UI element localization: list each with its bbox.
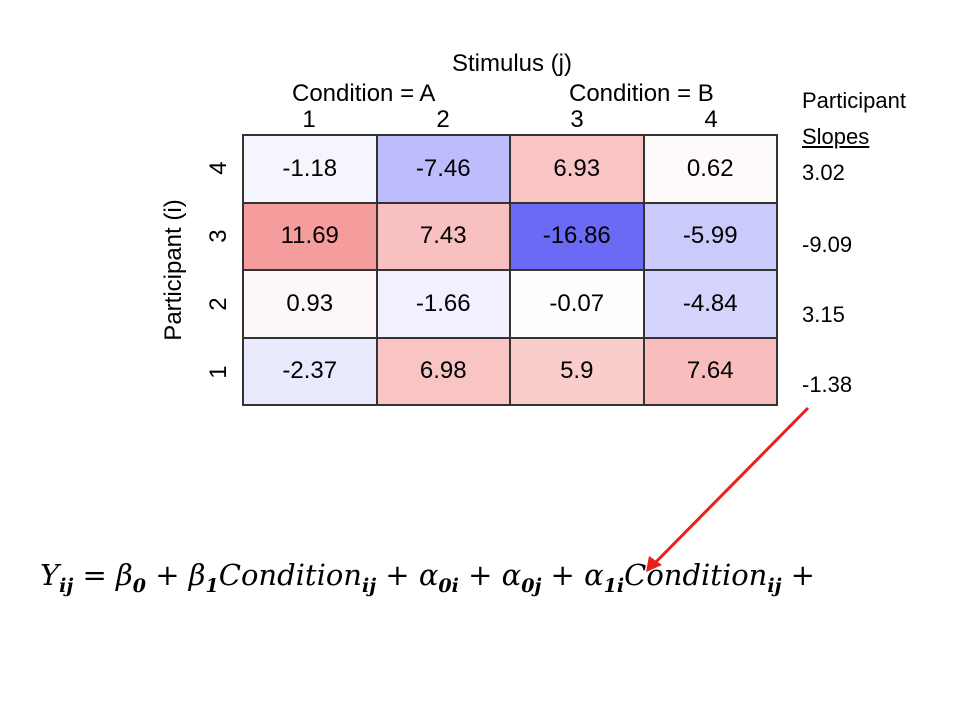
heatmap-cell: -2.37: [243, 337, 377, 405]
slope-value-2: -9.09: [802, 232, 853, 257]
heatmap-grid: -1.18 -7.46 6.93 0.62 11.69 7.43 -16.86 -5.99 0.…: [242, 134, 778, 406]
slope-value-4: -1.38: [802, 372, 853, 397]
eq-condition-1-sub: ij: [361, 574, 377, 597]
condition-b-label: Condition = B: [569, 80, 714, 107]
heatmap-cell: 7.43: [376, 202, 510, 270]
eq-alpha0j-sub: 0j: [521, 574, 542, 597]
eq-alpha1i: α: [584, 558, 604, 592]
eq-beta1: β: [188, 558, 206, 592]
heatmap-cell: -4.84: [643, 270, 777, 338]
eq-plus-2: +: [385, 558, 410, 592]
eq-condition-1: Condition: [218, 558, 362, 592]
eq-beta1-sub: 1: [205, 574, 219, 597]
heatmap-cell: 6.98: [376, 337, 510, 405]
heatmap-cell: -1.66: [376, 270, 510, 338]
heatmap-cell: 5.9: [510, 337, 644, 405]
heatmap-cell: -16.86: [510, 202, 644, 270]
heatmap-cell: 0.62: [643, 135, 777, 203]
eq-alpha1i-sub: 1i: [603, 574, 625, 597]
eq-plus-5: +: [790, 558, 815, 592]
slopes-title-line2: Slopes: [802, 124, 870, 149]
heatmap-cell: 7.64: [643, 337, 777, 405]
x-axis-title: Stimulus (j): [451, 50, 572, 77]
heatmap-cell: -5.99: [643, 202, 777, 270]
eq-beta0-sub: 0: [132, 574, 146, 597]
slope-value-3: 3.15: [802, 302, 845, 327]
eq-condition-2-sub: ij: [767, 574, 782, 597]
x-tick-1: 1: [302, 106, 316, 133]
model-equation: Yij = β0 + β1Conditionij + α0i + α0j + α…: [40, 558, 815, 597]
eq-alpha0i-sub: 0i: [438, 574, 459, 597]
slopes-title-line1: Participant: [802, 88, 906, 113]
eq-alpha0i: α: [418, 558, 439, 592]
eq-beta0: β: [116, 558, 133, 592]
x-tick-3: 3: [570, 106, 584, 133]
eq-equals: =: [82, 558, 107, 592]
x-tick-4: 4: [704, 106, 718, 133]
eq-y: Y: [40, 558, 60, 592]
eq-alpha0j: α: [501, 558, 522, 592]
heatmap-cell: 6.93: [510, 135, 644, 203]
x-tick-2: 2: [436, 106, 450, 133]
slope-value-1: 3.02: [802, 160, 845, 185]
heatmap-cell: -0.07: [510, 270, 644, 338]
heatmap-cell: -7.46: [376, 135, 510, 203]
eq-y-sub: ij: [59, 574, 74, 597]
heatmap-cell: -1.18: [243, 135, 377, 203]
heatmap-cell: 11.69: [243, 202, 377, 270]
eq-plus-3: +: [468, 558, 493, 592]
condition-a-label: Condition = A: [292, 80, 436, 107]
eq-condition-2: Condition: [624, 558, 768, 592]
eq-plus-1: +: [155, 558, 180, 592]
heatmap-cell: 0.93: [243, 270, 377, 338]
eq-plus-4: +: [550, 558, 575, 592]
